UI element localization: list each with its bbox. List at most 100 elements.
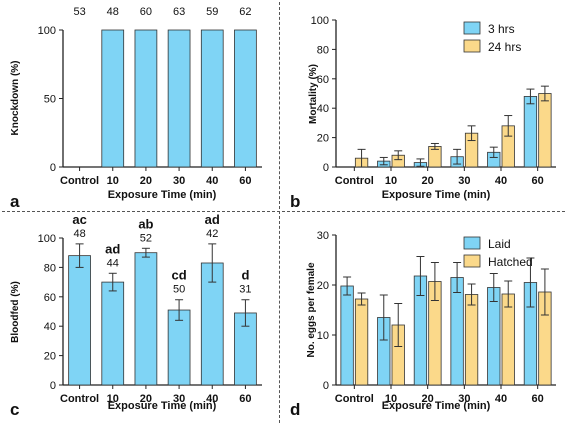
panel-b-x-tick-label: 60 bbox=[532, 175, 544, 187]
panel-c-x-tick-label: 40 bbox=[206, 393, 218, 405]
panel-c-y-axis-title: Bloodfed (%) bbox=[10, 281, 21, 343]
panel-c-x-axis-title: Exposure Time (min) bbox=[108, 400, 217, 412]
panel-a-x-tick-label: 20 bbox=[140, 175, 152, 187]
panel-d-bar bbox=[501, 293, 515, 386]
panel-b-y-tick-label: 80 bbox=[317, 44, 329, 56]
panel-b-x-tick-label: 40 bbox=[495, 175, 507, 187]
panel-a-bar bbox=[134, 29, 158, 168]
panel-c-significance-letter: d bbox=[241, 268, 249, 283]
panel-b-x-tick-label: 20 bbox=[422, 175, 434, 187]
panel-c-bar bbox=[68, 255, 91, 386]
panel-b-bar bbox=[523, 96, 538, 168]
panel-c-sample-size-label: 44 bbox=[107, 257, 119, 269]
panel-d-bar bbox=[340, 285, 354, 386]
panel-c-sample-size-label: 50 bbox=[173, 284, 185, 296]
panel-d-x-tick-label: Control bbox=[335, 393, 374, 405]
panel-d-y-tick-label: 10 bbox=[317, 330, 329, 342]
panel-b-bar bbox=[538, 93, 552, 168]
panel-b-y-axis-title: Mortality (%) bbox=[308, 64, 319, 124]
horizontal-panel-divider bbox=[2, 211, 565, 212]
panel-c-y-tick-label: 20 bbox=[44, 351, 56, 363]
panel-a-sample-size-label: 63 bbox=[173, 6, 185, 18]
panel-c-significance-letter: cd bbox=[171, 268, 186, 283]
panel-c-letter: c bbox=[10, 400, 19, 419]
panel-a-bar bbox=[234, 29, 257, 168]
panel-d-y-axis-title: No. eggs per female bbox=[306, 262, 317, 357]
panel-b-legend-label: 24 hrs bbox=[488, 40, 521, 54]
panel-c-y-tick-label: 0 bbox=[50, 380, 56, 392]
vertical-panel-divider bbox=[279, 2, 280, 423]
panel-d-legend-swatch bbox=[463, 254, 481, 268]
panel-a-sample-size-label: 62 bbox=[239, 6, 251, 18]
panel-a-x-tick-label: 10 bbox=[107, 175, 119, 187]
panel-a-letter: a bbox=[10, 192, 20, 211]
panel-a-y-tick-label: 0 bbox=[50, 162, 56, 174]
panel-c-bar bbox=[134, 252, 158, 386]
panel-d-y-tick-label: 30 bbox=[317, 230, 329, 242]
panel-a-x-tick-label: 60 bbox=[239, 175, 251, 187]
panel-c-y-tick-label: 80 bbox=[44, 262, 56, 274]
panel-b-legend-swatch bbox=[463, 39, 481, 53]
panel-a-sample-size-label: 59 bbox=[206, 6, 218, 18]
panel-b-x-tick-label: 10 bbox=[385, 175, 397, 187]
panel-c-x-tick-label: 30 bbox=[173, 393, 185, 405]
panel-a-bar bbox=[200, 29, 224, 168]
panel-d-legend-swatch bbox=[463, 236, 481, 250]
panel-c-significance-letter: ad bbox=[105, 241, 120, 256]
panel-c-bar bbox=[167, 309, 191, 386]
panel-b-letter: b bbox=[290, 192, 300, 211]
panel-a-y-tick-label: 50 bbox=[44, 94, 56, 106]
panel-c-y-tick-label: 100 bbox=[38, 233, 56, 245]
panel-b-x-axis-title: Exposure Time (min) bbox=[382, 189, 491, 201]
panel-c-significance-letter: ac bbox=[72, 212, 86, 227]
panel-c-sample-size-label: 31 bbox=[239, 284, 251, 296]
panel-d-y-tick-label: 20 bbox=[317, 280, 329, 292]
panel-c-y-tick-label: 60 bbox=[44, 292, 56, 304]
panel-b-y-tick-label: 40 bbox=[317, 103, 329, 115]
panel-c-x-tick-label: Control bbox=[60, 393, 99, 405]
panel-c-x-tick-label: 20 bbox=[140, 393, 152, 405]
panel-d-x-tick-label: 40 bbox=[495, 393, 507, 405]
panel-c-sample-size-label: 52 bbox=[140, 232, 152, 244]
panel-d-legend-label: Hatched bbox=[488, 255, 533, 269]
panel-b-x-tick-label: 30 bbox=[458, 175, 470, 187]
panel-a-y-axis-title: Knockdown (%) bbox=[10, 61, 21, 136]
panel-d-bar bbox=[487, 287, 501, 386]
panel-b-y-tick-label: 20 bbox=[317, 133, 329, 145]
panel-b-y-tick-label: 100 bbox=[311, 15, 329, 27]
panel-a-x-tick-label: 40 bbox=[206, 175, 218, 187]
panel-d-x-tick-label: 30 bbox=[458, 393, 470, 405]
panel-a-x-axis-title: Exposure Time (min) bbox=[108, 189, 217, 201]
panel-b-legend-swatch bbox=[463, 21, 481, 35]
panel-c-significance-letter: ab bbox=[138, 216, 153, 231]
panel-c-x-tick-label: 60 bbox=[239, 393, 251, 405]
panel-a-bar bbox=[101, 29, 125, 168]
panel-d-x-tick-label: 60 bbox=[532, 393, 544, 405]
panel-b-legend-label: 3 hrs bbox=[488, 22, 515, 36]
panel-d-x-tick-label: 20 bbox=[422, 393, 434, 405]
panel-d-x-tick-label: 10 bbox=[385, 393, 397, 405]
panel-b-y-tick-label: 60 bbox=[317, 74, 329, 86]
panel-c-y-tick-label: 40 bbox=[44, 321, 56, 333]
panel-d-bar bbox=[450, 277, 464, 386]
panel-a-sample-size-label: 48 bbox=[107, 6, 119, 18]
panel-c-bar bbox=[101, 281, 125, 386]
panel-a-sample-size-label: 53 bbox=[73, 6, 85, 18]
panel-a-y-tick-label: 100 bbox=[38, 25, 56, 37]
panel-d-bar bbox=[464, 294, 479, 386]
panel-c-x-tick-label: 10 bbox=[107, 393, 119, 405]
panel-c-significance-letter: ad bbox=[205, 212, 220, 227]
panel-a-x-tick-label: 30 bbox=[173, 175, 185, 187]
panel-d-y-tick-label: 0 bbox=[323, 380, 329, 392]
panel-d-x-axis-title: Exposure Time (min) bbox=[382, 400, 491, 412]
panel-b-y-tick-label: 0 bbox=[323, 162, 329, 174]
panel-a-bar bbox=[167, 29, 191, 168]
panel-a-sample-size-label: 60 bbox=[140, 6, 152, 18]
panel-c-sample-size-label: 42 bbox=[206, 228, 218, 240]
panel-d-bar bbox=[354, 298, 369, 386]
panel-b-x-tick-label: Control bbox=[335, 175, 374, 187]
panel-c-sample-size-label: 48 bbox=[73, 228, 85, 240]
panel-d-legend-label: Laid bbox=[488, 237, 511, 251]
panel-a-x-tick-label: Control bbox=[60, 175, 99, 187]
